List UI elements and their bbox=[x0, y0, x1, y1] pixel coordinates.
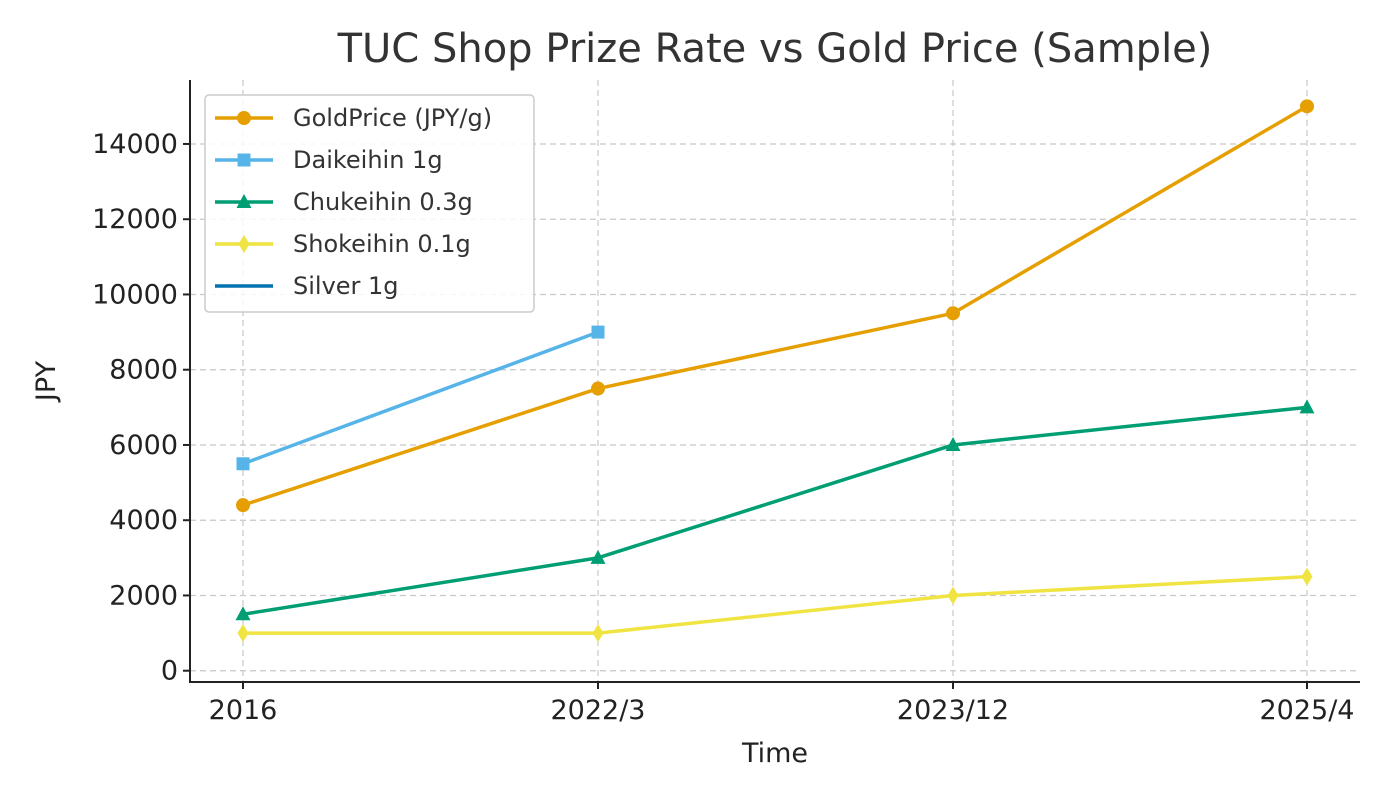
tick-labels: 2016 2022/3 2023/12 2025/4 0 2000 4000 6000 8000… bbox=[92, 129, 1354, 726]
y-axis-label: JPY bbox=[31, 360, 62, 403]
legend-entry: Chukeihin 0.3g bbox=[215, 188, 473, 216]
legend: GoldPrice (JPY/g) Daikeihin 1g Chukeihin 0… bbox=[204, 94, 535, 313]
data-point bbox=[947, 586, 959, 605]
data-point bbox=[591, 325, 605, 339]
series bbox=[235, 99, 1315, 643]
series-1 bbox=[236, 325, 605, 471]
data-point bbox=[1300, 99, 1314, 114]
y-tick-label: 12000 bbox=[92, 204, 178, 235]
legend-entry: Daikeihin 1g bbox=[215, 146, 443, 174]
series-0 bbox=[236, 99, 1314, 513]
data-point bbox=[236, 457, 250, 471]
legend-marker bbox=[238, 235, 250, 253]
legend-label: Daikeihin 1g bbox=[293, 146, 443, 174]
series-2 bbox=[235, 399, 1315, 621]
data-point bbox=[592, 624, 604, 643]
series-3 bbox=[237, 567, 1313, 643]
y-tick-label: 14000 bbox=[92, 129, 178, 160]
x-tick-label: 2022/3 bbox=[551, 695, 646, 726]
series-line bbox=[242, 330, 599, 466]
data-point bbox=[590, 549, 606, 564]
y-tick-label: 8000 bbox=[109, 355, 178, 386]
legend-label: Shokeihin 0.1g bbox=[293, 230, 471, 258]
x-axis-label: Time bbox=[741, 738, 808, 769]
data-point bbox=[1301, 567, 1313, 586]
y-tick-label: 2000 bbox=[109, 580, 178, 611]
legend-entry: Silver 1g bbox=[215, 272, 399, 300]
legend-entry: Shokeihin 0.1g bbox=[215, 230, 471, 258]
legend-marker bbox=[237, 111, 251, 125]
y-tick-label: 6000 bbox=[109, 430, 178, 461]
x-tick-label: 2025/4 bbox=[1260, 695, 1355, 726]
y-tick-label: 0 bbox=[161, 656, 178, 687]
data-point bbox=[237, 624, 249, 643]
series-line bbox=[243, 574, 1308, 635]
legend-label: Chukeihin 0.3g bbox=[293, 188, 473, 216]
data-point bbox=[945, 436, 961, 451]
data-point bbox=[946, 306, 960, 321]
legend-label: Silver 1g bbox=[293, 272, 399, 300]
legend-marker bbox=[237, 153, 251, 167]
x-tick-label: 2016 bbox=[209, 695, 278, 726]
axes bbox=[189, 80, 1360, 683]
data-point bbox=[591, 381, 605, 396]
legend-entry: GoldPrice (JPY/g) bbox=[215, 104, 492, 132]
series-line bbox=[242, 405, 1308, 617]
data-point bbox=[236, 498, 250, 513]
y-tick-label: 4000 bbox=[109, 505, 178, 536]
chart-title: TUC Shop Prize Rate vs Gold Price (Sampl… bbox=[337, 26, 1213, 72]
x-tick-label: 2023/12 bbox=[897, 695, 1009, 726]
legend-box bbox=[204, 94, 535, 313]
data-point bbox=[235, 606, 251, 621]
data-point bbox=[1299, 399, 1315, 414]
series-line bbox=[242, 104, 1308, 507]
legend-label: GoldPrice (JPY/g) bbox=[293, 104, 492, 132]
y-tick-label: 10000 bbox=[92, 279, 178, 310]
legend-marker bbox=[236, 194, 252, 208]
